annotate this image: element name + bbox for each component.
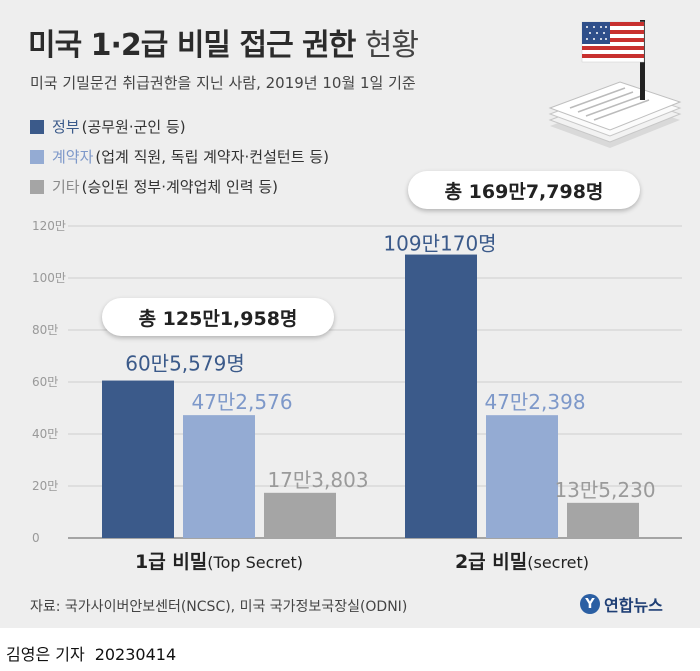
- data-label: 60만5,579명: [125, 352, 245, 376]
- yonhap-logo-icon: Y: [580, 594, 600, 614]
- byline-date: 20230414: [94, 645, 177, 664]
- y-tick-label: 20만: [32, 479, 58, 493]
- total-pill-secret: 총 169만7,798명: [408, 171, 640, 209]
- category-labels: 1급 비밀(Top Secret) 2급 비밀(secret): [135, 551, 589, 573]
- data-label: 109만170명: [383, 232, 496, 256]
- legend-name-contractor: 계약자: [52, 148, 94, 166]
- bars: [102, 254, 639, 539]
- bar: [405, 254, 477, 539]
- category-label: 2급 비밀(secret): [455, 551, 589, 573]
- y-tick-label: 80만: [32, 323, 58, 337]
- source-note: 자료: 국가사이버안보센터(NCSC), 미국 국가정보국장실(ODNI): [30, 599, 408, 615]
- legend-swatch-government: [30, 119, 44, 134]
- data-labels: 60만5,579명 47만2,576 17만3,803 109만170명 47만2,39…: [125, 232, 655, 502]
- byline: 김영은 기자 20230414: [6, 641, 176, 665]
- data-label: 47만2,576: [191, 390, 292, 414]
- byline-author: 김영은 기자: [6, 645, 85, 664]
- legend-swatch-contractor: [30, 149, 44, 164]
- y-tick-label: 60만: [32, 375, 58, 389]
- legend-item-contractor: 계약자 (업계 직원, 독립 계약자·컨설턴트 등): [30, 146, 329, 167]
- legend-item-government: 정부 (공무원·군인 등): [30, 116, 186, 137]
- category-label: 1급 비밀(Top Secret): [135, 551, 303, 573]
- us-flag-icon: [581, 20, 645, 100]
- legend-name-other: 기타: [52, 178, 80, 196]
- legend-desc-contractor: (업계 직원, 독립 계약자·컨설턴트 등): [95, 148, 329, 166]
- data-label: 13만5,230: [554, 478, 655, 502]
- legend-desc-government: (공무원·군인 등): [81, 118, 186, 136]
- data-label: 47만2,398: [484, 390, 585, 414]
- document-stack-icon: [548, 81, 682, 148]
- publisher-logo: Y 연합뉴스: [580, 592, 663, 616]
- bar: [567, 502, 639, 538]
- bar: [264, 492, 336, 538]
- bar-chart: 0 20만 40만 60만 80만 100만 120만 60만5,579명 47만2,576 1…: [32, 219, 682, 573]
- logo-text: 연합뉴스: [604, 596, 663, 615]
- total-pill-top-secret: 총 125만1,958명: [102, 298, 334, 336]
- y-tick-label: 0: [32, 531, 40, 545]
- y-tick-label: 100만: [32, 271, 66, 285]
- flag-documents-illustration: [548, 20, 682, 148]
- data-label: 17만3,803: [267, 468, 368, 492]
- legend-desc-other: (승인된 정부·계약업체 인력 등): [81, 178, 278, 196]
- y-tick-label: 120만: [32, 219, 66, 233]
- y-tick-label: 40만: [32, 427, 58, 441]
- bar: [486, 415, 558, 538]
- bar: [102, 380, 174, 538]
- legend-name-government: 정부: [52, 118, 80, 136]
- bar: [183, 415, 255, 538]
- title-main: 미국 1·2급 비밀 접근 권한: [28, 28, 356, 63]
- legend-item-other: 기타 (승인된 정부·계약업체 인력 등): [30, 176, 278, 197]
- subtitle: 미국 기밀문건 취급권한을 지닌 사람, 2019년 10월 1일 기준: [30, 74, 416, 92]
- title-suffix: 현황: [364, 28, 419, 63]
- page-title: 미국 1·2급 비밀 접근 권한 현황: [28, 20, 419, 64]
- legend-swatch-other: [30, 179, 44, 194]
